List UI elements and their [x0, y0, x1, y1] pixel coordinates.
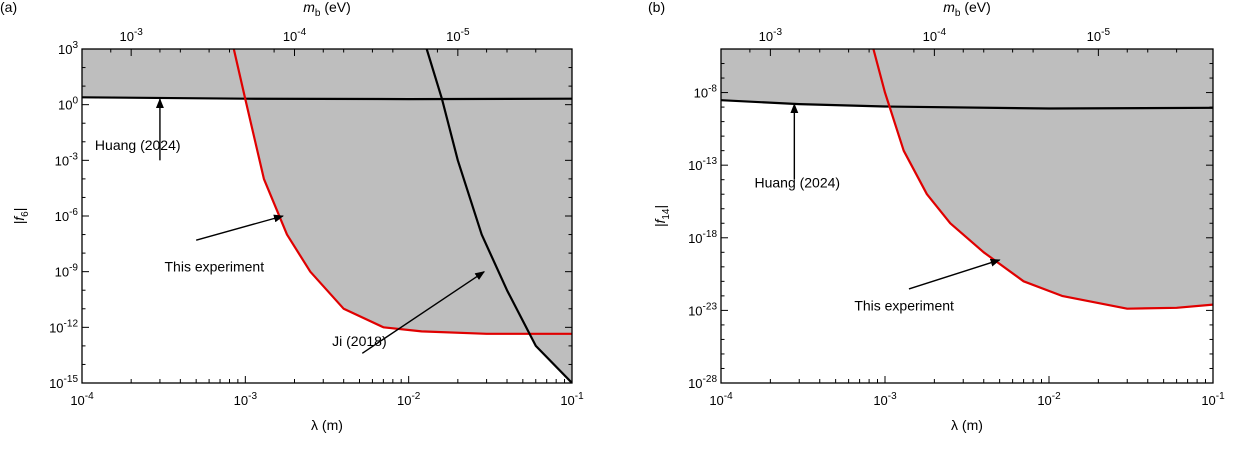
x-axis-label: λ (m) [311, 417, 343, 433]
y-tick-label: 10-23 [688, 301, 717, 318]
y-tick-label: 100 [58, 96, 78, 113]
this-curve [232, 49, 572, 335]
y-tick-label: 10-28 [688, 374, 717, 391]
x-tick-label: 10-1 [1201, 391, 1225, 408]
annotation-label: This experiment [165, 259, 265, 275]
panel-a: 10-4 10-3 10-2 10-1 10-15 10-12 10-9 10-6 10-3 10… [0, 0, 584, 433]
x-tick-label: 10-3 [873, 391, 897, 408]
top-tick-label: 10-4 [283, 27, 307, 44]
annotation-arrow [361, 271, 486, 354]
y-tick-label: 10-12 [49, 318, 78, 335]
panel-label: (a) [0, 0, 17, 15]
annotation-label: Huang (2024) [754, 174, 840, 190]
plot-frame [720, 48, 1214, 384]
x-tick-label: 10-2 [1037, 391, 1061, 408]
excluded-region [721, 49, 1213, 309]
annotation-arrow [908, 258, 1001, 290]
x-tick-label: 10-3 [234, 391, 258, 408]
top-axis-label: mb (eV) [303, 0, 351, 19]
x-tick-label: 10-1 [560, 391, 584, 408]
y-tick-label: 103 [58, 40, 78, 57]
top-tick-label: 10-3 [759, 27, 783, 44]
top-tick-label: 10-5 [1087, 27, 1111, 44]
huang-curve [721, 99, 1213, 110]
annotation-label: This experiment [854, 297, 954, 313]
y-tick-label: 10-8 [694, 84, 718, 101]
top-axis-label: mb (eV) [943, 0, 991, 19]
ji-curve [425, 49, 572, 383]
annotation-arrow [195, 214, 284, 241]
y-tick-label: 10-3 [55, 151, 79, 168]
x-tick-label: 10-4 [70, 391, 94, 408]
y-tick-label: 10-9 [55, 263, 79, 280]
huang-curve [82, 96, 572, 101]
y-axis-label: |f6| [11, 208, 31, 225]
annotation-label: Ji (2018) [332, 333, 386, 349]
this-curve [872, 49, 1213, 310]
panel-b: 10-4 10-3 10-2 10-1 10-28 10-23 10-18 10-13 10-8… [648, 0, 1225, 433]
y-tick-label: 10-18 [688, 229, 717, 246]
top-tick-label: 10-3 [119, 27, 143, 44]
y-tick-label: 10-13 [688, 156, 717, 173]
y-tick-label: 10-6 [55, 207, 79, 224]
y-tick-label: 10-15 [49, 374, 78, 391]
panel-label: (b) [648, 0, 665, 15]
y-axis-label: |f14| [652, 205, 672, 227]
top-tick-label: 10-4 [923, 27, 947, 44]
x-axis-label: λ (m) [951, 417, 983, 433]
x-tick-label: 10-4 [709, 391, 733, 408]
annotation-label: Huang (2024) [95, 137, 181, 153]
top-tick-label: 10-5 [446, 27, 470, 44]
x-tick-label: 10-2 [397, 391, 421, 408]
